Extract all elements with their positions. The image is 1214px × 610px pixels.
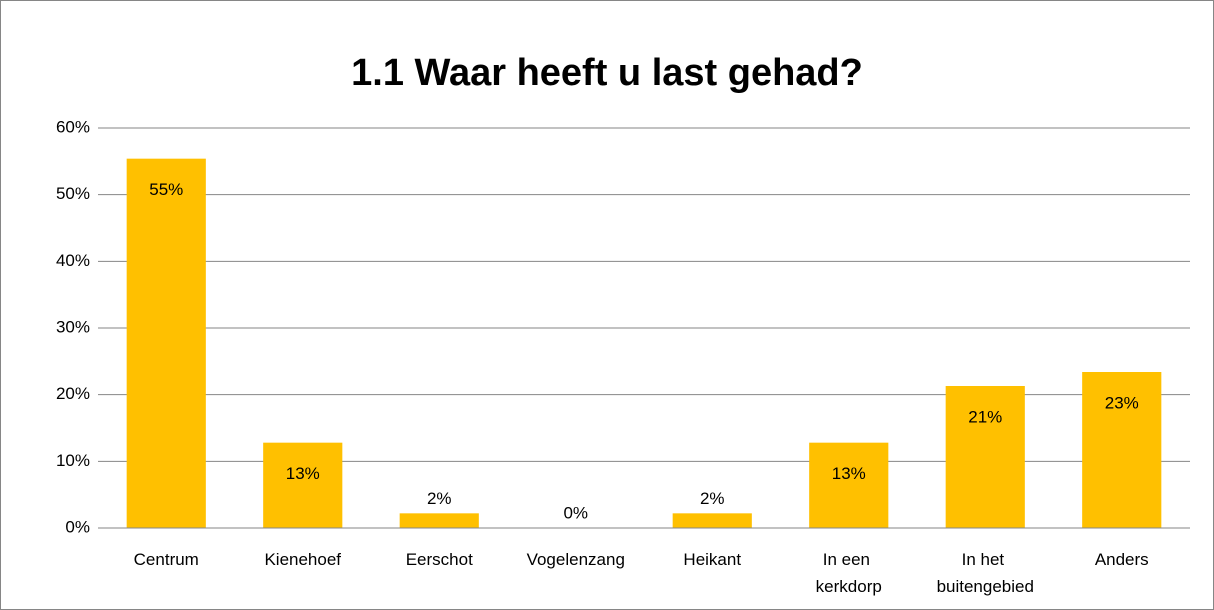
x-tick-label: Kienehoef: [264, 550, 341, 569]
y-tick-label: 50%: [56, 184, 90, 203]
x-tick-label: In een kerkdorp: [816, 550, 882, 596]
x-tick-label: Vogelenzang: [527, 550, 625, 569]
y-tick-label: 30%: [56, 317, 90, 336]
y-tick-label: 20%: [56, 384, 90, 403]
data-label: 0%: [563, 503, 588, 522]
y-tick-label: 40%: [56, 251, 90, 270]
y-tick-label: 0%: [65, 517, 90, 536]
data-label: 2%: [427, 489, 452, 508]
x-tick-label: Heikant: [683, 550, 741, 569]
x-tick-label: Anders: [1095, 550, 1149, 569]
y-tick-label: 60%: [56, 117, 90, 136]
bar: [1082, 372, 1162, 528]
x-tick-label: Centrum: [134, 550, 199, 569]
chart-title: 1.1 Waar heeft u last gehad?: [351, 52, 863, 94]
bar: [399, 513, 479, 528]
data-label: 13%: [286, 464, 320, 483]
data-label: 23%: [1105, 393, 1139, 412]
bar: [672, 513, 752, 528]
data-label: 55%: [149, 180, 183, 199]
bar: [945, 386, 1025, 528]
data-label: 2%: [700, 489, 725, 508]
x-tick-label: In het buitengebied: [937, 550, 1034, 596]
data-label: 21%: [968, 407, 1002, 426]
bar: [263, 442, 343, 528]
data-label: 13%: [832, 464, 866, 483]
bar: [809, 442, 889, 528]
bar: [126, 158, 206, 528]
x-tick-label: Eerschot: [406, 550, 473, 569]
y-tick-label: 10%: [56, 451, 90, 470]
